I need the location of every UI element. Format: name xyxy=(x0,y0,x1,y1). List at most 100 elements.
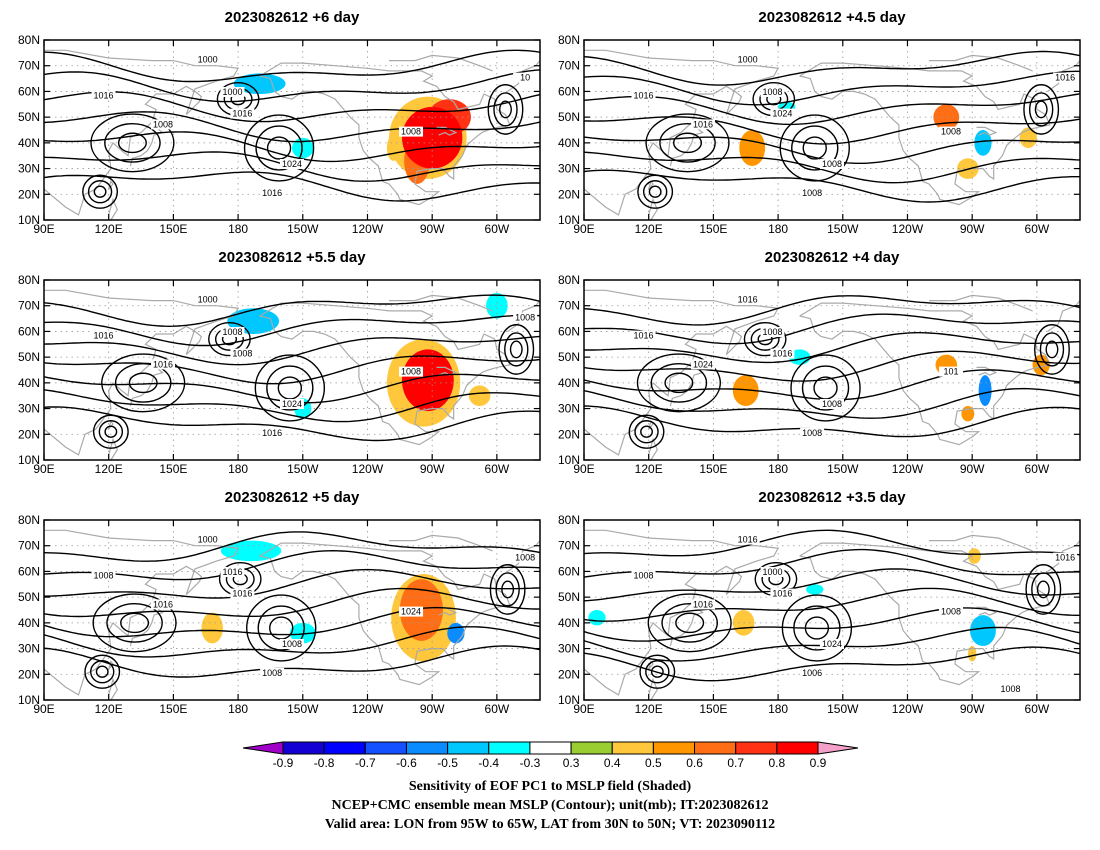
lon-tick-label: 90W xyxy=(960,462,985,476)
contour-labels: 1016 1000 1008 1016 1016 1024 1008 1006 1016 1008 xyxy=(631,534,1078,694)
contour-label: 1016 xyxy=(262,188,282,198)
caption-line-3: Valid area: LON from 95W to 65W, LAT fro… xyxy=(325,817,775,832)
sensitivity-area xyxy=(220,540,282,562)
contour-label: 1016 xyxy=(153,359,173,369)
panel-title: 2023082612 +5.5 day xyxy=(218,249,366,266)
colorbar-swatch xyxy=(488,741,531,755)
lon-tick-label: 90W xyxy=(420,462,445,476)
panel-title: 2023082612 +4 day xyxy=(765,249,900,266)
lon-tick-label: 120E xyxy=(95,222,123,236)
sensitivity-area xyxy=(486,292,508,319)
contour-label: 1008 xyxy=(153,119,173,129)
lat-tick-label: 40N xyxy=(18,616,40,630)
gridlines xyxy=(44,520,540,700)
mslp-contours xyxy=(44,531,540,689)
sensitivity-area xyxy=(401,106,463,169)
contour-label: 1000 xyxy=(222,87,242,97)
lat-tick-label: 20N xyxy=(18,427,40,441)
contour-label: 1000 xyxy=(198,295,218,305)
colorbar-swatch xyxy=(529,741,572,755)
colorbar-swatch xyxy=(405,741,449,755)
contour-label: 1024 xyxy=(822,639,842,649)
lat-tick-label: 80N xyxy=(558,33,580,47)
lat-tick-label: 10N xyxy=(18,453,40,467)
lon-tick-label: 60W xyxy=(1025,702,1050,716)
contour-label: 10 xyxy=(520,73,530,83)
lon-tick-label: 180 xyxy=(228,702,248,716)
contour-label: 1008 xyxy=(401,127,421,137)
lat-tick-label: 40N xyxy=(18,136,40,150)
map-panel-3: 2023082612 +5.5 day100010081016101610081… xyxy=(18,249,541,476)
lat-tick-label: 10N xyxy=(558,213,580,227)
coastline xyxy=(584,289,1080,460)
sensitivity-area xyxy=(447,622,465,644)
contour-label: 1008 xyxy=(401,367,421,377)
lon-tick-label: 150E xyxy=(159,702,187,716)
lat-tick-label: 80N xyxy=(18,33,40,47)
sensitivity-area xyxy=(201,612,223,644)
colorbar-tick-label: 0.3 xyxy=(563,756,580,770)
contour-label: 1024 xyxy=(282,159,302,169)
lon-tick-label: 120E xyxy=(635,222,663,236)
contour-label: 1008 xyxy=(282,639,302,649)
contour-label: 1024 xyxy=(282,399,302,409)
contour-label: 1008 xyxy=(1001,684,1021,694)
lat-tick-label: 50N xyxy=(18,590,40,604)
lat-tick-label: 30N xyxy=(18,402,40,416)
map-panel-4: 2023082612 +4 day 1016 1008 1016 1024 1016 100… xyxy=(558,249,1081,476)
colorbar-tick-label: -0.5 xyxy=(437,756,458,770)
contour-label: 1016 xyxy=(222,567,242,577)
lon-tick-label: 150W xyxy=(287,222,319,236)
contour-label: 1016 xyxy=(1055,553,1075,563)
lon-tick-label: 60W xyxy=(485,462,510,476)
colorbar-high-triangle xyxy=(817,741,859,755)
lon-tick-label: 120W xyxy=(892,462,924,476)
lon-tick-label: 180 xyxy=(768,222,788,236)
contour-label: 1016 xyxy=(94,91,114,101)
contour-label: 1024 xyxy=(693,359,713,369)
map-panel-1: 2023082612 +6 day10001000101610081016102… xyxy=(18,9,541,236)
contour-label: 1016 xyxy=(738,535,758,545)
contour-label: 1000 xyxy=(198,535,218,545)
sensitivity-area xyxy=(978,375,992,407)
lat-tick-label: 40N xyxy=(558,616,580,630)
lon-tick-label: 180 xyxy=(768,462,788,476)
colorbar-tick-label: -0.7 xyxy=(355,756,376,770)
contour-label: 1008 xyxy=(762,87,782,97)
map-frame xyxy=(43,39,541,221)
lat-tick-label: 70N xyxy=(558,299,580,313)
contour-label: 1016 xyxy=(232,589,252,599)
lon-tick-label: 120W xyxy=(352,462,384,476)
lat-tick-label: 60N xyxy=(18,324,40,338)
panel-title: 2023082612 +4.5 day xyxy=(758,9,906,26)
mslp-contours xyxy=(44,49,540,209)
mslp-contours xyxy=(584,295,1080,449)
lon-tick-label: 150W xyxy=(287,462,319,476)
colorbar-tick-label: 0.5 xyxy=(645,756,662,770)
caption-line-1: Sensitivity of EOF PC1 to MSLP field (Sh… xyxy=(409,779,692,794)
lon-tick-label: 120W xyxy=(892,702,924,716)
contour-label: 1008 xyxy=(822,159,842,169)
map-panel-5: 2023082612 +5 day10001016100810161016100… xyxy=(18,489,541,716)
colorbar-tick-label: 0.6 xyxy=(686,756,703,770)
sensitivity-area xyxy=(1019,127,1037,148)
contour-label: 1016 xyxy=(262,428,282,438)
colorbar-tick-label: 0.8 xyxy=(769,756,786,770)
contour-label: 1016 xyxy=(772,349,792,359)
lon-tick-label: 150E xyxy=(159,462,187,476)
colorbar-swatch xyxy=(611,741,654,755)
lat-tick-label: 60N xyxy=(558,564,580,578)
panel-title: 2023082612 +3.5 day xyxy=(758,489,906,506)
contour-label: 1016 xyxy=(232,109,252,119)
contour-label: 1024 xyxy=(772,109,792,119)
mslp-contours xyxy=(584,529,1080,689)
colorbar-swatch xyxy=(735,741,778,755)
lat-tick-label: 10N xyxy=(18,693,40,707)
lon-tick-label: 150W xyxy=(827,702,859,716)
map-frame xyxy=(43,519,541,701)
contour-label: 1008 xyxy=(822,399,842,409)
panel-title: 2023082612 +5 day xyxy=(225,489,360,506)
lat-tick-label: 80N xyxy=(558,273,580,287)
sensitivity-area xyxy=(401,349,454,412)
contour-label: 1000 xyxy=(762,567,782,577)
